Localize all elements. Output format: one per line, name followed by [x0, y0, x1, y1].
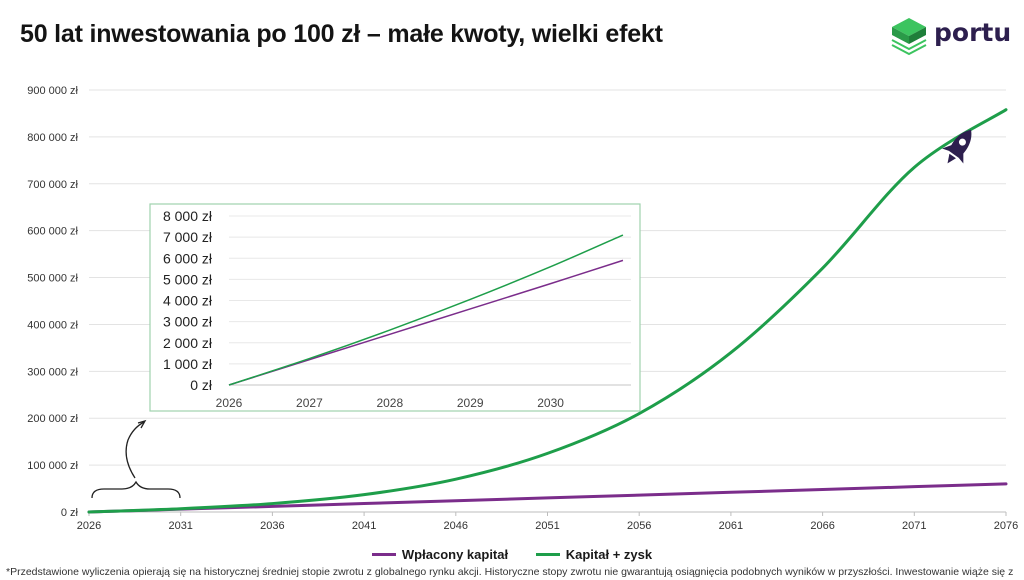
x-tick-label: 2076 [994, 520, 1018, 532]
y-tick-label: 500 000 zł [27, 273, 78, 285]
legend-swatch-purple [371, 553, 396, 556]
y-tick-label: 600 000 zł [27, 226, 78, 238]
chart-legend: Wpłacony kapitał Kapitał + zysk [0, 544, 1024, 562]
inset-x-tick-label: 2026 [216, 396, 243, 410]
x-tick-label: 2056 [627, 520, 651, 532]
inset-x-tick-label: 2030 [537, 396, 564, 410]
inset-x-tick-label: 2028 [376, 396, 403, 410]
legend-item-paid-capital: Wpłacony kapitał [371, 547, 509, 562]
inset-y-tick-label: 6 000 zł [163, 250, 213, 266]
x-tick-label: 2066 [810, 520, 834, 532]
inset-y-tick-label: 2 000 zł [163, 335, 213, 351]
y-tick-label: 300 000 zł [27, 366, 78, 378]
rocket-icon [942, 129, 972, 164]
inset-y-tick-label: 5 000 zł [163, 271, 213, 287]
inset-series-line-capital-plus-profit [228, 234, 624, 386]
x-tick-label: 2061 [719, 520, 743, 532]
logo-text: portu [934, 18, 1012, 47]
y-tick-label: 800 000 zł [27, 132, 78, 144]
x-tick-label: 2036 [260, 520, 284, 532]
inset-x-tick-label: 2027 [296, 396, 323, 410]
series-line-capital-plus-profit [87, 108, 1008, 514]
inset-y-tick-label: 8 000 zł [163, 208, 213, 224]
legend-label: Kapitał + zysk [565, 547, 653, 562]
inset-y-tick-label: 1 000 zł [163, 356, 213, 372]
x-tick-label: 2041 [352, 520, 376, 532]
inset-y-tick-label: 0 zł [190, 377, 213, 393]
arrow-head [137, 419, 147, 429]
legend-swatch-green [535, 553, 560, 556]
y-tick-label: 900 000 zł [27, 85, 78, 97]
series-line-paid-capital [87, 482, 1008, 514]
x-tick-label: 2071 [902, 520, 926, 532]
chart-title: 50 lat inwestowania po 100 zł – małe kwo… [20, 20, 663, 48]
inset-series-line-paid-capital [228, 259, 624, 386]
portu-logo[interactable]: portu [888, 14, 1012, 58]
inset-y-tick-label: 7 000 zł [163, 229, 213, 245]
legend-item-capital-plus-profit: Kapitał + zysk [535, 547, 653, 562]
inset-frame [149, 203, 641, 412]
x-tick-label: 2046 [444, 520, 468, 532]
y-tick-label: 0 zł [61, 507, 79, 519]
green-cube-stack-icon [891, 18, 927, 56]
y-tick-label: 100 000 zł [27, 460, 78, 472]
footnote: *Przedstawione wyliczenia opierają się n… [6, 566, 1014, 578]
x-tick-label: 2051 [535, 520, 559, 532]
brace-annotation [91, 480, 181, 499]
legend-label: Wpłacony kapitał [401, 547, 509, 562]
x-tick-label: 2026 [77, 520, 101, 532]
inset-y-tick-label: 3 000 zł [163, 314, 213, 330]
inset-y-tick-label: 4 000 zł [163, 293, 213, 309]
arrow-annotation [125, 421, 145, 479]
y-tick-label: 700 000 zł [27, 179, 78, 191]
y-tick-label: 200 000 zł [27, 413, 78, 425]
chart-area: 0 zł 100 000 zł 200 000 zł 300 000 zł 400 00… [27, 85, 1018, 532]
x-tick-label: 2031 [168, 520, 192, 532]
inset-x-tick-label: 2029 [457, 396, 484, 410]
y-tick-label: 400 000 zł [27, 319, 78, 331]
